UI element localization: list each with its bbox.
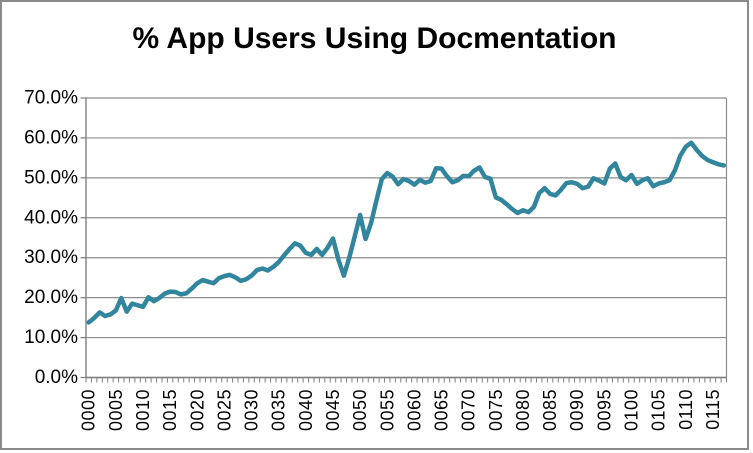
chart-title: % App Users Using Docmentation [132,22,617,55]
x-axis-tick-label: 0000 [79,389,99,431]
y-axis-tick-label: 40.0% [24,207,78,228]
y-axis-tick-label: 30.0% [24,247,78,268]
x-axis-tick-label: 0080 [513,389,533,431]
x-axis-tick-label: 0045 [323,389,343,431]
y-axis-tick-label: 20.0% [24,287,78,308]
x-axis-tick-label: 0075 [486,389,506,431]
x-axis-tick-label: 0010 [133,389,153,431]
x-axis-tick-label: 0015 [160,389,180,431]
x-axis-tick-label: 0090 [567,389,587,431]
y-axis-tick-label: 60.0% [24,127,78,148]
data-series-line [86,140,727,325]
x-axis-tick-label: 0105 [649,389,669,431]
x-axis-tick-label: 0030 [242,389,262,431]
x-axis-tick-label: 0110 [676,389,696,430]
y-axis-tick-label: 10.0% [24,327,78,348]
x-axis-tick-label: 0100 [622,389,642,431]
x-axis-tick-label: 0040 [296,389,316,431]
x-axis-tick-label: 0065 [432,389,452,431]
x-axis-tick-label: 0005 [106,389,126,431]
x-axis-tick-label: 0020 [187,389,207,431]
y-axis-tick-label: 70.0% [24,88,78,109]
x-axis-tick-label: 0055 [377,389,397,431]
x-axis-tick-label: 0070 [459,389,479,431]
x-axis-tick-label: 0115 [703,389,723,430]
y-axis-tick-label: 0.0% [35,367,78,388]
x-axis-tick-label: 0025 [214,389,234,431]
x-axis-tick-label: 0095 [594,389,614,431]
x-axis-tick-label: 0085 [540,389,560,431]
x-axis-tick-label: 0035 [269,389,289,431]
y-axis-tick-label: 50.0% [24,167,78,188]
x-axis-tick-label: 0050 [350,389,370,431]
x-axis-tick-label: 0060 [404,389,424,431]
